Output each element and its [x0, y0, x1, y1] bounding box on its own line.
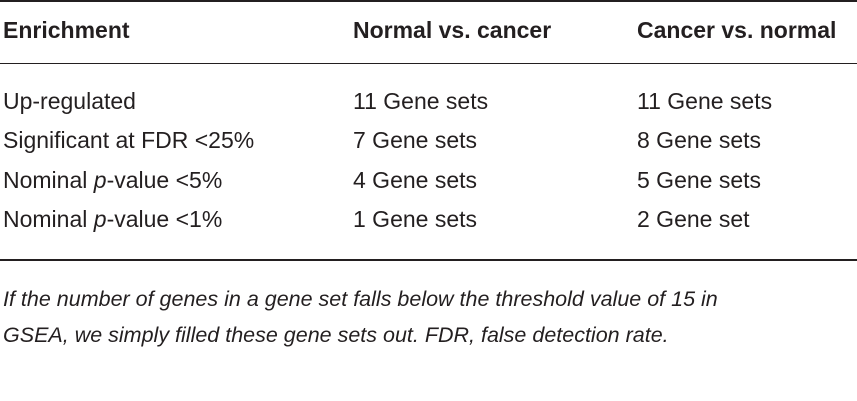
cancer-vs-normal-cell: 8 Gene sets: [637, 127, 762, 153]
cancer-vs-normal-cell: 11 Gene sets: [637, 88, 773, 114]
normal-vs-cancer-cell: 1 Gene sets: [353, 206, 478, 232]
row-label: Nominal p-value <1%: [3, 206, 223, 232]
row-label: Up-regulated: [3, 88, 136, 114]
header-cancer-vs-normal: Cancer vs. normal: [637, 17, 837, 43]
cancer-vs-normal-cell: 2 Gene set: [637, 206, 750, 232]
table-bottom-rule: [0, 259, 857, 261]
footnote-line: If the number of genes in a gene set fal…: [3, 287, 718, 311]
cancer-vs-normal-cell: 5 Gene sets: [637, 167, 762, 193]
table-row: Nominal p-value <1% 1 Gene sets 2 Gene s…: [0, 206, 857, 244]
footnote-line: GSEA, we simply filled these gene sets o…: [3, 323, 669, 347]
table-row: Nominal p-value <5% 4 Gene sets 5 Gene s…: [0, 167, 857, 205]
normal-vs-cancer-cell: 11 Gene sets: [353, 88, 489, 114]
row-label: Nominal p-value <5%: [3, 167, 223, 193]
row-label: Significant at FDR <25%: [3, 127, 255, 153]
table-top-rule: [0, 0, 857, 2]
table-header-rule: [0, 63, 857, 64]
header-normal-vs-cancer: Normal vs. cancer: [353, 17, 552, 43]
normal-vs-cancer-cell: 4 Gene sets: [353, 167, 478, 193]
table-row: Significant at FDR <25% 7 Gene sets 8 Ge…: [0, 127, 857, 165]
header-enrichment: Enrichment: [3, 17, 130, 43]
normal-vs-cancer-cell: 7 Gene sets: [353, 127, 478, 153]
table-row: Up-regulated 11 Gene sets 11 Gene sets: [0, 88, 857, 126]
table-footnote: If the number of genes in a gene set fal…: [3, 281, 853, 353]
